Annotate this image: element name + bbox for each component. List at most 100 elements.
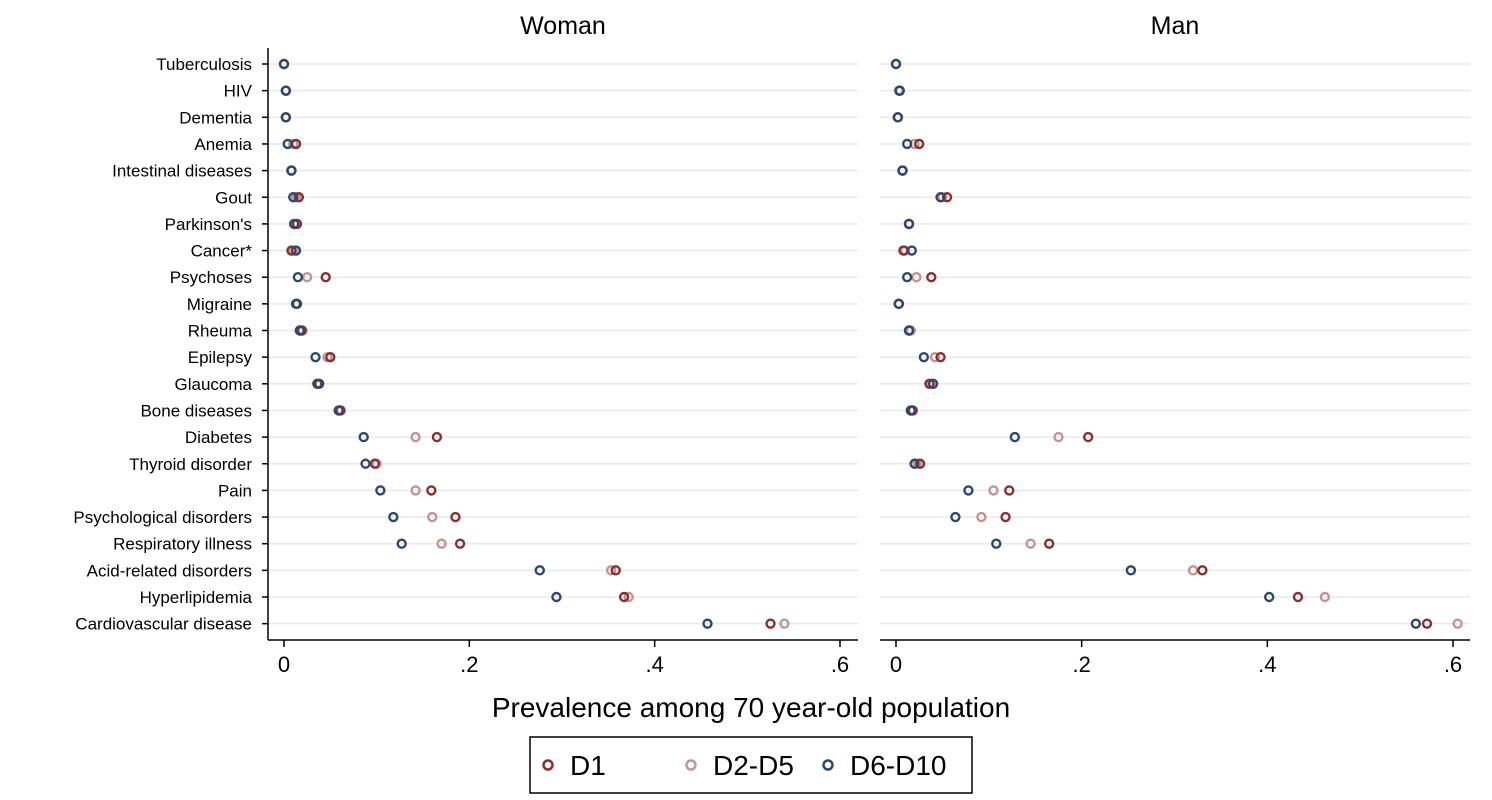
x-tick-label: .6 — [1444, 652, 1462, 677]
point-d6-d10 — [901, 138, 913, 150]
point-d2-d5 — [1053, 431, 1064, 443]
point-d2-d5 — [427, 511, 438, 523]
point-d6-d10 — [909, 458, 920, 469]
x-tick-label: .6 — [831, 652, 849, 677]
point-d6-d10 — [892, 112, 904, 123]
point-d6-d10 — [314, 378, 325, 389]
point-d1 — [914, 458, 926, 469]
point-d1 — [1421, 618, 1433, 629]
point-d2-d5 — [605, 565, 617, 576]
point-d6-d10 — [290, 298, 302, 310]
point-d1 — [941, 192, 953, 203]
category-label: Anemia — [194, 135, 252, 154]
point-d6-d10 — [903, 325, 915, 336]
point-d1 — [618, 591, 630, 603]
point-d6-d10 — [890, 58, 902, 70]
point-d6-d10 — [288, 218, 300, 230]
category-label: Acid-related disorders — [87, 561, 252, 580]
point-d6-d10 — [333, 405, 344, 416]
x-tick-label: 0 — [890, 652, 902, 677]
point-d6-d10 — [1410, 618, 1422, 629]
point-d2-d5 — [911, 272, 922, 283]
point-d6-d10 — [375, 485, 386, 496]
point-d6-d10 — [935, 192, 946, 203]
point-d2-d5 — [1187, 565, 1199, 576]
category-label: Diabetes — [185, 428, 252, 447]
point-d2-d5 — [976, 511, 987, 523]
point-d6-d10 — [893, 298, 904, 310]
point-d6-d10 — [950, 511, 961, 523]
point-d2-d5 — [779, 618, 790, 629]
point-d1 — [286, 245, 297, 256]
category-label: Pain — [218, 481, 252, 500]
point-d6-d10 — [905, 405, 917, 416]
point-d6-d10 — [927, 378, 939, 389]
point-d6-d10 — [963, 485, 974, 496]
category-label: Tuberculosis — [156, 55, 252, 74]
point-d6-d10 — [702, 618, 713, 629]
point-d1 — [369, 458, 381, 469]
point-d6-d10 — [551, 591, 562, 603]
point-d1 — [1082, 431, 1094, 443]
x-tick-label: .4 — [1258, 652, 1276, 677]
category-label: Cancer* — [191, 242, 253, 261]
panel-title: Woman — [520, 12, 606, 40]
point-d6-d10 — [534, 565, 545, 576]
point-d6-d10 — [358, 431, 369, 443]
category-label: Gout — [215, 188, 252, 207]
category-label: HIV — [224, 82, 253, 101]
category-label: Epilepsy — [188, 348, 253, 367]
point-d6-d10 — [282, 138, 293, 150]
category-label: Parkinson's — [165, 215, 252, 234]
legend-marker — [542, 759, 554, 771]
point-d2-d5 — [1452, 618, 1463, 629]
x-tick-label: .2 — [460, 652, 478, 677]
point-d6-d10 — [894, 85, 905, 96]
point-d1 — [325, 351, 336, 363]
category-label: Cardiovascular disease — [75, 615, 252, 634]
point-d6-d10 — [280, 85, 292, 96]
point-d6-d10 — [278, 58, 290, 70]
point-d1 — [935, 351, 946, 363]
legend-box — [529, 736, 973, 794]
point-d1 — [610, 565, 621, 576]
point-d2-d5 — [436, 538, 447, 549]
category-label: Glaucoma — [175, 375, 253, 394]
point-d6-d10 — [1009, 431, 1021, 443]
point-d1 — [320, 272, 331, 283]
point-d2-d5 — [929, 351, 941, 363]
point-d6-d10 — [280, 112, 292, 123]
point-d1 — [1197, 565, 1208, 576]
point-d6-d10 — [1263, 591, 1275, 603]
category-label: Hyperlipidemia — [140, 588, 253, 607]
point-d2-d5 — [410, 485, 421, 496]
point-d1 — [454, 538, 466, 549]
panel-title: Man — [1151, 12, 1200, 40]
point-d6-d10 — [1125, 565, 1137, 576]
x-tick-label: .4 — [645, 652, 663, 677]
point-d2-d5 — [301, 272, 313, 283]
legend: D1 D2-D5 D6-D10 — [529, 736, 973, 794]
category-label: Respiratory illness — [113, 535, 252, 554]
point-d1 — [450, 511, 461, 523]
point-d1 — [914, 138, 925, 150]
x-axis-title: Prevalence among 70 year-old population — [492, 692, 1010, 723]
point-d2-d5 — [988, 485, 999, 496]
legend-label: D2-D5 — [713, 750, 794, 781]
point-d6-d10 — [991, 538, 1002, 549]
category-label: Psychoses — [170, 268, 252, 287]
point-d6-d10 — [396, 538, 407, 549]
point-d6-d10 — [360, 458, 371, 469]
legend-marker — [685, 759, 697, 771]
category-label: Migraine — [187, 295, 252, 314]
x-tick-label: .2 — [1072, 652, 1090, 677]
point-d6-d10 — [310, 351, 321, 363]
point-d6-d10 — [906, 245, 917, 256]
category-label: Intestinal diseases — [112, 162, 252, 181]
point-d2-d5 — [1319, 591, 1331, 603]
point-d1 — [1000, 511, 1011, 523]
category-label: Bone diseases — [140, 401, 252, 420]
legend-label: D6-D10 — [850, 750, 946, 781]
point-d1 — [1292, 591, 1304, 603]
point-d2-d5 — [623, 591, 634, 603]
